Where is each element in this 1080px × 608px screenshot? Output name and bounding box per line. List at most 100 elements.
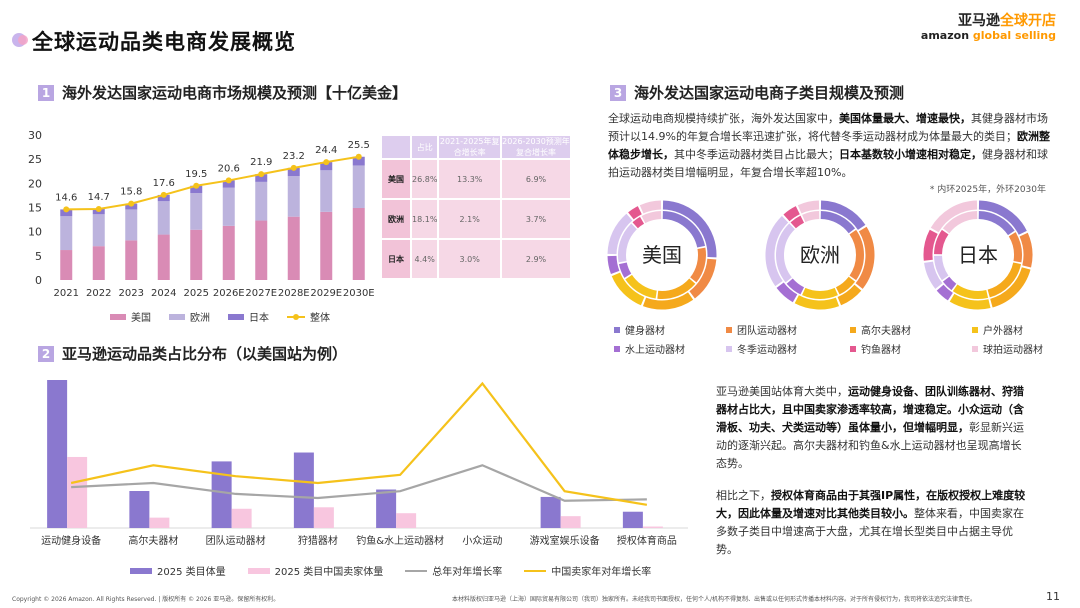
- donut-legend-item: 高尔夫器材: [850, 322, 972, 337]
- bar-segment: [190, 193, 203, 230]
- donut-segment: [776, 282, 798, 303]
- total-point: [258, 171, 265, 178]
- x-tick-label: 游戏室娱乐设备: [530, 534, 600, 547]
- donut-segment: [855, 226, 875, 289]
- legend-item-cn-volume: 2025 类目中国卖家体量: [247, 563, 384, 578]
- donut-segment: [802, 211, 820, 223]
- total-point: [355, 153, 362, 160]
- x-tick-label: 2030E: [343, 288, 375, 299]
- donut-segment: [657, 278, 696, 299]
- bar-segment: [125, 240, 138, 280]
- bar-segment: [190, 185, 203, 193]
- subcategory-donuts: 美国 欧洲 日本: [607, 200, 1033, 310]
- legend-label: 冬季运动器材: [737, 345, 797, 356]
- bar-segment: [222, 225, 235, 280]
- table-cell: 6.9%: [501, 160, 570, 198]
- para-text: 亚马逊美国站体育大类中，: [716, 385, 848, 398]
- data-label: 17.6: [153, 178, 175, 189]
- section1-title: 海外发达国家运动电商市场规模及预测【十亿美金】: [62, 84, 408, 102]
- para-text: 相比之下，: [716, 489, 771, 502]
- bar-segment: [125, 209, 138, 241]
- legend-swatch: [130, 567, 152, 574]
- total-point: [63, 206, 70, 213]
- donut-segment: [776, 223, 795, 283]
- table-row: 欧洲 18.1% 2.1% 3.7%: [382, 200, 570, 238]
- category-bar: [376, 489, 397, 528]
- donut-segment: [952, 284, 989, 299]
- growth-table: 占比 2021-2025年复合增长率 2026-2030预测年复合增长率 美国 …: [380, 134, 572, 280]
- donut-segment: [820, 211, 856, 234]
- donut-segment: [942, 276, 957, 291]
- legend-label: 整体: [310, 313, 330, 324]
- bar-segment: [157, 234, 170, 280]
- donut-center-label: 美国: [642, 243, 682, 267]
- section3-title: 海外发达国家运动电商子类目规模及预测: [634, 84, 905, 102]
- category-share-chart: 运动健身设备 高尔夫器材 团队运动器材 狩猎器材 钓鱼&水上运动器材 小众运动 游戏室娱乐设…: [30, 380, 688, 547]
- donut-segment: [924, 261, 943, 289]
- donut-segment: [783, 206, 800, 222]
- y-tick-label: 15: [28, 202, 42, 215]
- x-tick-label: 2023: [119, 288, 144, 299]
- section3-heading: 3 海外发达国家运动电商子类目规模及预测: [610, 82, 904, 103]
- legend-label: 水上运动器材: [625, 345, 685, 356]
- x-tick-label: 运动健身设备: [41, 534, 101, 547]
- x-tick-label: 2028E: [278, 288, 310, 299]
- data-label: 15.8: [120, 187, 142, 198]
- category-bar: [540, 496, 561, 528]
- table-cell: 4.4%: [412, 240, 438, 278]
- table-cell: 3.7%: [501, 200, 570, 238]
- table-row-header: 日本: [382, 240, 410, 278]
- section1-heading: 1 海外发达国家运动电商市场规模及预测【十亿美金】: [38, 82, 407, 103]
- donut-segment: [662, 211, 706, 248]
- donut-segment: [611, 272, 645, 306]
- para-text: 整体来看，中国卖家在多数子类目中增速高于大盘，尤其在增长型类目中占据主导优势。: [716, 507, 1024, 556]
- donut-segment: [949, 293, 991, 310]
- total-point: [323, 159, 330, 166]
- donut-segment: [1019, 232, 1033, 268]
- donut-segment: [978, 200, 1027, 235]
- legend-item-us: 美国: [110, 309, 151, 324]
- x-tick-label: 2021: [54, 288, 79, 299]
- bar-segment: [92, 214, 105, 247]
- legend-label: 户外器材: [983, 326, 1023, 337]
- section3-paragraph: 全球运动电商规模持续扩张，海外发达国家中，美国体量最大、增速最快，其健身器材市场…: [608, 110, 1054, 182]
- legend-swatch: [110, 313, 126, 320]
- legend-label: 钓鱼器材: [861, 345, 901, 356]
- legend-label: 中国卖家年对年增长率: [551, 567, 652, 578]
- legend-item-cn-growth: 中国卖家年对年增长率: [524, 563, 651, 578]
- footer-copyright: Copyright © 2026 Amazon. All Rights Rese…: [12, 596, 280, 603]
- donut-note: * 内环2025年，外环2030年: [929, 185, 1046, 195]
- para-text: 彰显新兴运动的逐渐兴起。高尔夫器材和钓鱼&水上运动器材也呈现高增长态势。: [716, 421, 1024, 470]
- legend-label: 高尔夫器材: [861, 326, 911, 337]
- y-tick-label: 0: [35, 274, 42, 287]
- data-label: 23.2: [283, 151, 305, 162]
- donut-segment: [837, 284, 862, 306]
- x-tick-label: 2029E: [310, 288, 342, 299]
- legend-item-eu: 欧洲: [169, 309, 210, 324]
- bar-segment: [255, 220, 268, 280]
- donut-segment: [797, 200, 820, 214]
- donut-segment: [618, 223, 637, 263]
- legend-label: 2025 类目中国卖家体量: [274, 567, 384, 578]
- legend-label: 球拍运动器材: [983, 345, 1043, 356]
- donut-segment: [639, 200, 662, 214]
- x-tick-label: 2026E: [213, 288, 245, 299]
- y-tick-label: 10: [28, 226, 42, 239]
- bar-segment: [287, 176, 300, 217]
- donut-segment: [942, 211, 978, 234]
- bar-segment: [320, 211, 333, 280]
- bar-segment: [60, 216, 73, 251]
- total-point: [95, 205, 102, 212]
- category-bar: [149, 517, 170, 528]
- total-line: [66, 155, 359, 211]
- total-point: [225, 177, 232, 184]
- donut-segment: [790, 215, 805, 229]
- category-bar: [47, 380, 68, 528]
- para-text: 其健身器材市场预计以14.9%的年复合增长率迅速扩张，将代替冬季运动器材成为体量…: [608, 112, 1048, 143]
- para-bold: 欧洲整体稳步增长，: [608, 130, 1050, 161]
- table-row: 日本 4.4% 3.0% 2.9%: [382, 240, 570, 278]
- legend-swatch: [169, 313, 185, 320]
- legend-swatch: [726, 345, 732, 352]
- data-label: 24.4: [315, 145, 337, 156]
